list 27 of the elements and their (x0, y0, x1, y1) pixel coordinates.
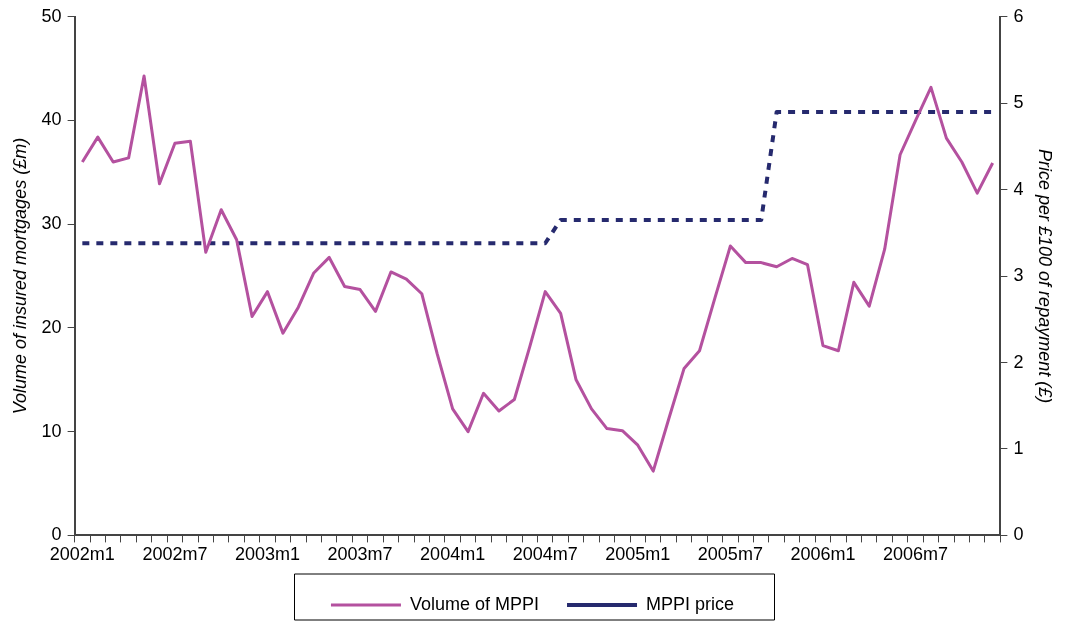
x-tick-label: 2002m7 (142, 544, 208, 565)
x-tick-label: 2004m1 (420, 544, 486, 565)
y2-axis-title: Price per £100 of repayment (£) (1035, 149, 1056, 404)
x-tick-label: 2004m7 (512, 544, 578, 565)
x-tick-label: 2003m1 (234, 544, 301, 565)
y2-tick-label: 0 (1013, 524, 1024, 545)
x-tick-label: 2006m7 (883, 544, 949, 565)
y2-tick-label: 2 (1013, 351, 1024, 372)
x-tick-label: 2003m7 (327, 544, 393, 565)
y2-tick-label: 6 (1013, 5, 1024, 26)
legend-label: Volume of MPPI (409, 593, 540, 614)
legend-label: MPPI price (646, 593, 735, 614)
y-tick-label: 40 (41, 109, 62, 130)
y2-tick-label: 1 (1013, 437, 1024, 458)
y-tick-label: 50 (41, 5, 62, 26)
y2-tick-label: 5 (1013, 92, 1024, 113)
y-tick-label: 0 (51, 524, 62, 545)
x-tick-label: 2006m1 (790, 544, 856, 565)
x-tick-label: 2005m1 (605, 544, 671, 565)
y-tick-label: 20 (41, 316, 62, 337)
y-tick-label: 30 (41, 213, 62, 234)
y-tick-label: 10 (41, 420, 62, 441)
x-tick-label: 2005m7 (697, 544, 763, 565)
y2-tick-label: 3 (1013, 265, 1024, 286)
x-tick-label: 2002m1 (49, 544, 115, 565)
y-axis-title: Volume of insured mortgages (£m) (9, 137, 30, 415)
y2-tick-label: 4 (1013, 178, 1024, 199)
